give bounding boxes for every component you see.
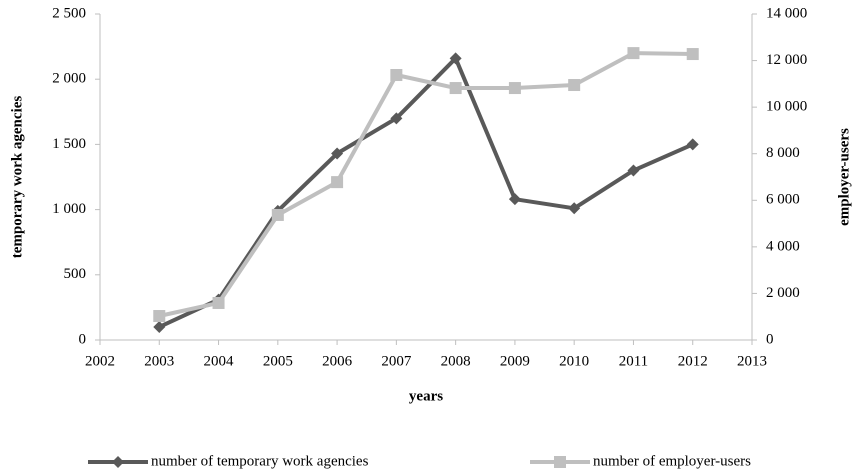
data-point bbox=[449, 52, 462, 65]
legend-label: number of employer-users bbox=[593, 453, 751, 469]
x-tick-label: 2002 bbox=[85, 353, 115, 369]
data-point bbox=[627, 47, 640, 60]
x-axis-title: years bbox=[409, 388, 443, 404]
x-tick-label: 2011 bbox=[619, 353, 648, 369]
x-tick-label: 2013 bbox=[737, 353, 767, 369]
legend-marker bbox=[112, 456, 124, 468]
y2-tick-label: 0 bbox=[766, 331, 774, 347]
data-point bbox=[212, 296, 225, 309]
y-tick-label: 2 500 bbox=[52, 5, 86, 21]
y2-axis-title: employer-users bbox=[836, 128, 852, 226]
data-point bbox=[449, 82, 462, 95]
data-point bbox=[508, 193, 521, 206]
x-tick-label: 2010 bbox=[559, 353, 589, 369]
x-tick-label: 2006 bbox=[322, 353, 353, 369]
legend-label: number of temporary work agencies bbox=[151, 453, 369, 469]
data-point bbox=[331, 176, 344, 189]
data-point bbox=[627, 164, 640, 177]
data-point bbox=[686, 138, 699, 151]
x-tick-label: 2004 bbox=[204, 353, 235, 369]
data-point bbox=[390, 69, 403, 82]
y2-tick-label: 14 000 bbox=[766, 5, 807, 21]
y-axis-title: temporary work agencies bbox=[9, 96, 25, 259]
y-tick-label: 1 500 bbox=[52, 136, 86, 152]
y2-tick-label: 10 000 bbox=[766, 99, 807, 115]
x-tick-label: 2007 bbox=[381, 353, 412, 369]
y-tick-label: 2 000 bbox=[52, 71, 86, 87]
data-point bbox=[568, 79, 581, 92]
legend-marker bbox=[554, 456, 566, 468]
y-tick-label: 500 bbox=[64, 266, 87, 282]
y2-tick-label: 8 000 bbox=[766, 145, 800, 161]
y-tick-label: 0 bbox=[79, 331, 87, 347]
x-tick-label: 2003 bbox=[144, 353, 174, 369]
series-line bbox=[158, 56, 694, 329]
data-point bbox=[686, 48, 699, 61]
y2-tick-label: 12 000 bbox=[766, 52, 807, 68]
x-tick-label: 2008 bbox=[441, 353, 471, 369]
data-point bbox=[271, 208, 284, 221]
series-line bbox=[158, 51, 693, 318]
data-point bbox=[390, 112, 403, 125]
data-point bbox=[153, 310, 166, 323]
data-point bbox=[568, 202, 581, 215]
data-point bbox=[153, 320, 166, 333]
x-tick-label: 2005 bbox=[263, 353, 293, 369]
y2-tick-label: 2 000 bbox=[766, 285, 800, 301]
data-point bbox=[508, 82, 521, 95]
data-point bbox=[331, 147, 344, 160]
y2-tick-label: 4 000 bbox=[766, 238, 800, 254]
x-tick-label: 2009 bbox=[500, 353, 530, 369]
y-tick-label: 1 000 bbox=[52, 201, 86, 217]
x-tick-label: 2012 bbox=[678, 353, 708, 369]
y2-tick-label: 6 000 bbox=[766, 192, 800, 208]
